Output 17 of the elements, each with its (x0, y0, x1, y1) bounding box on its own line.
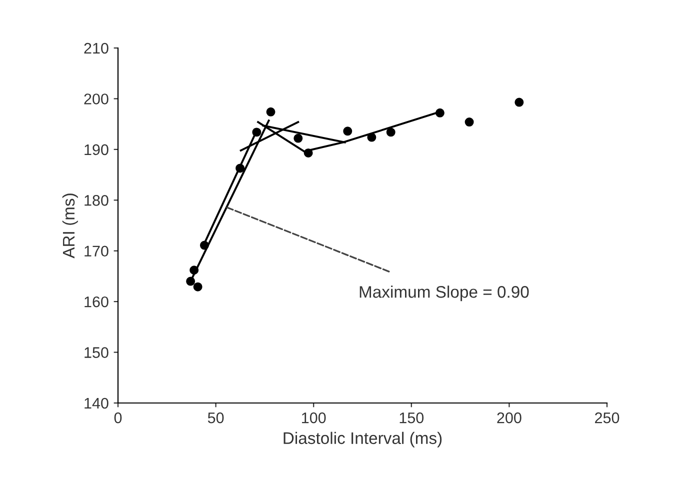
x-tick-label: 150 (400, 412, 424, 424)
y-tick-label: 190 (84, 144, 108, 156)
x-tick-label: 250 (595, 412, 620, 424)
y-tick-label: 210 (84, 42, 108, 54)
y-tick-label: 160 (84, 296, 108, 308)
y-tick-label: 150 (84, 347, 108, 358)
x-tick-label: 50 (208, 412, 224, 424)
annotation: Maximum Slope = 0.90 (360, 286, 529, 302)
y-tick-label: 200 (84, 94, 108, 104)
y-tick-label: 170 (84, 246, 108, 257)
y-axis-title: ARI (ms) (62, 194, 78, 258)
y-tick-label: 140 (84, 398, 108, 409)
x-tick-label: 0 (114, 412, 122, 424)
x-tick-label: 100 (302, 412, 326, 424)
x-tick-label: 200 (497, 412, 522, 424)
x-axis-title: Diastolic Interval (ms) (284, 432, 442, 448)
y-tick-label: 180 (84, 195, 108, 206)
